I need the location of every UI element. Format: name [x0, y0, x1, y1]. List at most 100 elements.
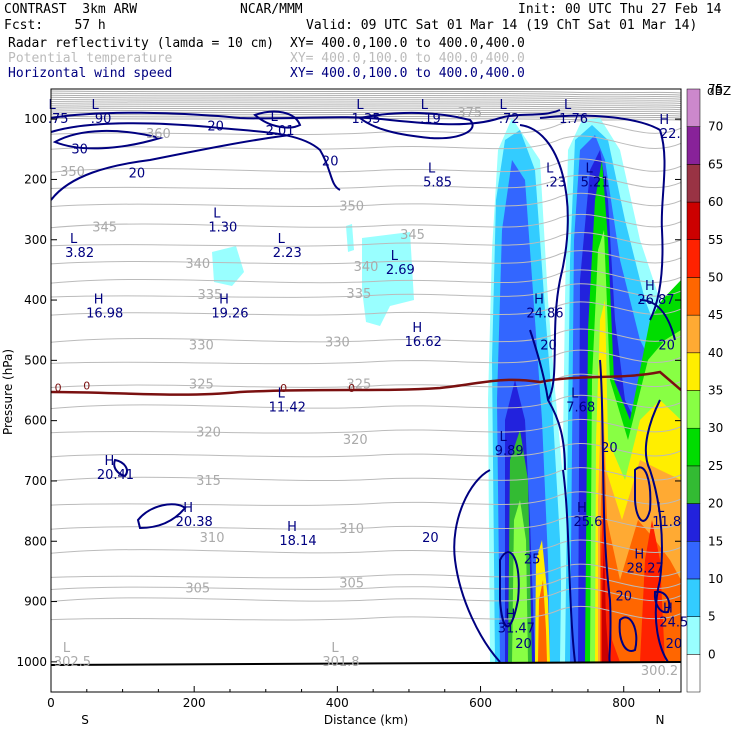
- colorbar-level-label: 55: [708, 233, 723, 247]
- colorbar-level-label: 0: [708, 647, 716, 661]
- colorbar-swatch: [686, 541, 701, 580]
- colorbar-level-label: 50: [708, 270, 723, 284]
- theta-label: 350: [339, 200, 364, 215]
- extremum-marker: L2.69: [386, 249, 415, 278]
- colorbar-level-label: 45: [708, 308, 723, 322]
- theta-label: 320: [196, 426, 221, 441]
- reflectivity-patch-mid: [362, 232, 414, 326]
- theta-contour-line: [51, 250, 681, 265]
- colorbar-swatch: [686, 277, 701, 316]
- theta-label: 325: [346, 377, 371, 392]
- theta-label: 315: [196, 474, 221, 489]
- x-tick-label: 800: [612, 696, 635, 710]
- extremum-marker: H24.86: [526, 292, 563, 321]
- theta-labels: 375 360 350 350 345 345 340 340 335 335 330 330 325 3…: [60, 106, 482, 596]
- theta-zero-labels: 0 0 0 0: [55, 380, 356, 395]
- colorbar-swatch: [686, 239, 701, 278]
- y-tick-label: 1000: [16, 655, 47, 669]
- theta-contour-line: [51, 491, 681, 506]
- extremum-marker: L3.82: [65, 232, 94, 261]
- colorbar-level-label: 30: [708, 421, 723, 435]
- theta-label: 375: [457, 106, 482, 121]
- theta-band-line: [51, 107, 681, 111]
- theta-label: 340: [185, 257, 210, 272]
- wind-contour-label: 30: [71, 142, 88, 157]
- theta-label: 305: [339, 576, 364, 591]
- extremum-marker: H25.6: [573, 501, 602, 530]
- field-theta-name: Potential temperature: [8, 51, 173, 66]
- theta-contour-line: [51, 418, 681, 434]
- theta-band-line: [51, 105, 681, 109]
- extremum-value: 18.14: [279, 534, 316, 549]
- extremum-value: 24.86: [526, 306, 563, 321]
- colorbar-level-label: 20: [708, 497, 723, 511]
- extremum-kind: H: [287, 520, 297, 535]
- colorbar-swatch: [686, 578, 701, 617]
- theta-zero-label: 0: [83, 380, 90, 393]
- extremum-value: 20.38: [176, 515, 213, 530]
- extremum-kind: H: [94, 292, 104, 307]
- extremum-value: 9.89: [495, 444, 524, 459]
- colorbar-swatch: [686, 201, 701, 240]
- extremum-marker: L11.8: [652, 501, 681, 530]
- extremum-kind: L: [500, 430, 508, 445]
- reflectivity-field: [488, 118, 681, 662]
- institution: NCAR/MMM: [240, 2, 303, 17]
- extremum-value: 5.21: [581, 175, 610, 190]
- extremum-kind: H: [534, 292, 544, 307]
- colorbar-unit: dBZ: [707, 84, 731, 98]
- extremum-value: 25.6: [573, 515, 602, 530]
- theta-contour-line: [51, 443, 681, 458]
- theta-contour-line: [51, 563, 681, 579]
- theta-zero-label: 0: [348, 382, 355, 395]
- extremum-marker: L.75: [48, 98, 69, 127]
- theta-contour-line: [51, 394, 681, 410]
- y-tick-label: 700: [24, 474, 47, 488]
- theta-zero-line: [51, 370, 681, 396]
- extremum-marker: L7.68: [566, 386, 595, 415]
- extremum-marker: L5.85: [423, 161, 452, 190]
- wind-labels: 20 30 20 20 20 20 20 20 25 20 20 20: [71, 119, 682, 651]
- extremum-value: 1.30: [208, 221, 237, 236]
- extremum-kind: L: [546, 161, 554, 176]
- theta-label: 310: [200, 531, 225, 546]
- y-tick-label: 200: [24, 172, 47, 186]
- theta-label: 305: [185, 581, 210, 596]
- theta-band-line: [51, 103, 681, 107]
- theta-zero-label: 0: [280, 382, 287, 395]
- colorbar-swatch: [686, 352, 701, 391]
- extremum-marker: L5.21: [581, 161, 610, 190]
- extremum-kind: L: [213, 207, 221, 222]
- valid-time: Valid: 09 UTC Sat 01 Mar 14 (19 ChT Sat …: [306, 18, 698, 33]
- field-theta-xy: XY= 400.0,100.0 to 400.0,400.0: [290, 51, 525, 66]
- theta-contour-line: [51, 301, 681, 316]
- extremum-kind: L: [70, 232, 78, 247]
- x-tick-label: 600: [469, 696, 492, 710]
- colorbar-swatch: [686, 390, 701, 429]
- theta-contour-line: [51, 349, 681, 365]
- theta-label: 360: [146, 127, 171, 142]
- colorbar-swatch: [686, 314, 701, 354]
- extremum-marker: H16.98: [86, 292, 123, 321]
- extremum-value: 302.5: [54, 655, 91, 670]
- colorbar-level-label: 60: [708, 195, 723, 209]
- wind-contours: [51, 109, 676, 663]
- field-wind-xy: XY= 400.0,100.0 to 400.0,400.0: [290, 66, 525, 81]
- extremum-marker: L.19: [420, 98, 441, 127]
- theta-contours: [51, 120, 681, 621]
- theta-label: 350: [60, 165, 85, 180]
- colorbar-level-label: 10: [708, 572, 723, 586]
- y-tick-label: 100: [24, 112, 47, 126]
- colorbar-swatch: [686, 88, 701, 127]
- extremum-kind: L: [391, 249, 399, 264]
- extremum-marker: H26.87: [637, 279, 674, 308]
- colorbar-level-label: 40: [708, 346, 723, 360]
- extremum-marker: H19.26: [211, 292, 248, 321]
- theta-band-line: [51, 92, 681, 96]
- theta-band-line: [51, 115, 681, 119]
- extremum-value: 11.8: [652, 515, 681, 530]
